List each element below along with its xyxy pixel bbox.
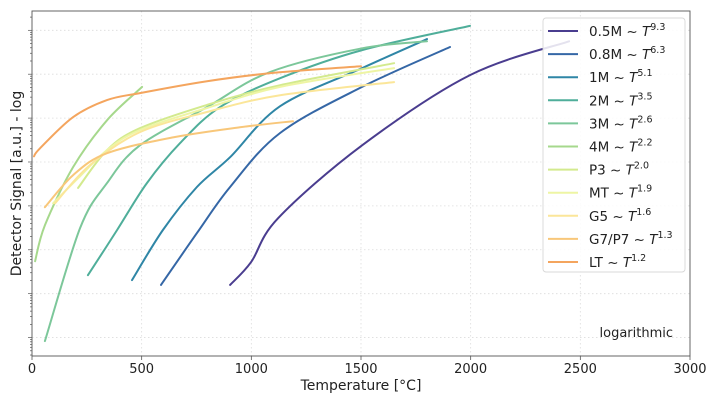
legend-box (542, 17, 686, 273)
legend-series-name: 0.5M ~ (589, 24, 642, 40)
legend-item: LT ~ T1.2 (548, 253, 646, 271)
series-line-2m (86, 24, 471, 277)
series-line-0-8m (160, 46, 451, 286)
legend-exponent: 3.5 (637, 91, 652, 102)
legend-label: 4M ~ T2.2 (589, 138, 653, 156)
legend-item: 4M ~ T2.2 (548, 138, 653, 156)
x-tick-label: 1000 (235, 362, 268, 377)
legend-exponent: 2.6 (637, 114, 652, 125)
legend-exponent: 2.2 (637, 138, 652, 149)
x-axis-ticks: 0 500 1000 1500 2000 2500 3000 (28, 356, 707, 377)
legend-item: G7/P7 ~ T1.3 (548, 230, 673, 248)
legend-item: MT ~ T1.9 (548, 184, 652, 202)
legend-exponent: 1.2 (631, 253, 646, 264)
legend-series-name: P3 ~ (589, 163, 626, 179)
legend-label: G7/P7 ~ T1.3 (589, 230, 673, 248)
series-line-3m (43, 40, 428, 343)
legend-series-name: 4M ~ (589, 140, 629, 156)
legend-item: 0.5M ~ T9.3 (548, 22, 665, 40)
legend-label: LT ~ T1.2 (589, 253, 646, 271)
legend-item: 0.8M ~ T6.3 (548, 45, 665, 63)
legend-label: 0.8M ~ T6.3 (589, 45, 665, 63)
x-tick-label: 2500 (564, 362, 597, 377)
legend-label: P3 ~ T2.0 (589, 161, 649, 179)
legend-exponent: 1.9 (637, 184, 652, 195)
series-line-lt (33, 65, 362, 158)
legend-label: 2M ~ T3.5 (589, 91, 653, 109)
series-lines (33, 24, 571, 343)
legend-series-name: 2M ~ (589, 93, 629, 109)
legend: 0.5M ~ T9.3 0.8M ~ T6.3 1M ~ T5.1 2M ~ T3.5… (542, 17, 686, 273)
series-line-mt (52, 67, 396, 205)
x-tick-label: 3000 (673, 362, 706, 377)
series-line-1m (131, 38, 428, 282)
legend-label: 3M ~ T2.6 (589, 114, 653, 132)
legend-exponent: 5.1 (637, 68, 652, 79)
scale-annotation: logarithmic (600, 326, 674, 341)
x-tick-label: 2000 (454, 362, 487, 377)
legend-exponent: 1.3 (657, 230, 672, 241)
x-tick-label: 1500 (344, 362, 377, 377)
series-line-g7-p7 (43, 120, 294, 209)
legend-item: 2M ~ T3.5 (548, 91, 653, 109)
legend-series-name: G7/P7 ~ (589, 232, 649, 248)
series-line-p3 (77, 62, 396, 189)
legend-series-name: 0.8M ~ (589, 47, 642, 63)
legend-item: 3M ~ T2.6 (548, 114, 653, 132)
legend-series-name: 3M ~ (589, 116, 629, 132)
x-tick-label: 500 (129, 362, 154, 377)
legend-series-name: LT ~ (589, 255, 623, 271)
series-line-0-5m (229, 40, 571, 286)
legend-item: 1M ~ T5.1 (548, 68, 653, 86)
legend-exponent: 1.6 (636, 207, 651, 218)
legend-exponent: 6.3 (650, 45, 665, 56)
legend-label: G5 ~ T1.6 (589, 207, 651, 225)
legend-label: 0.5M ~ T9.3 (589, 22, 665, 40)
series-line-g5 (54, 81, 396, 205)
legend-label: 1M ~ T5.1 (589, 68, 653, 86)
y-minor-ticks (28, 16, 32, 356)
legend-label: MT ~ T1.9 (589, 184, 652, 202)
y-axis-label: Detector Signal [a.u.] - log (9, 91, 25, 276)
legend-exponent: 2.0 (634, 161, 649, 172)
legend-series-name: MT ~ (589, 186, 629, 202)
legend-item: G5 ~ T1.6 (548, 207, 651, 225)
x-tick-label: 0 (28, 362, 36, 377)
x-axis-label: Temperature [°C] (300, 378, 422, 394)
legend-series-name: G5 ~ (589, 209, 628, 225)
legend-series-name: 1M ~ (589, 70, 629, 86)
legend-item: P3 ~ T2.0 (548, 161, 649, 179)
series-line-4m (34, 85, 144, 263)
legend-exponent: 9.3 (650, 22, 665, 33)
